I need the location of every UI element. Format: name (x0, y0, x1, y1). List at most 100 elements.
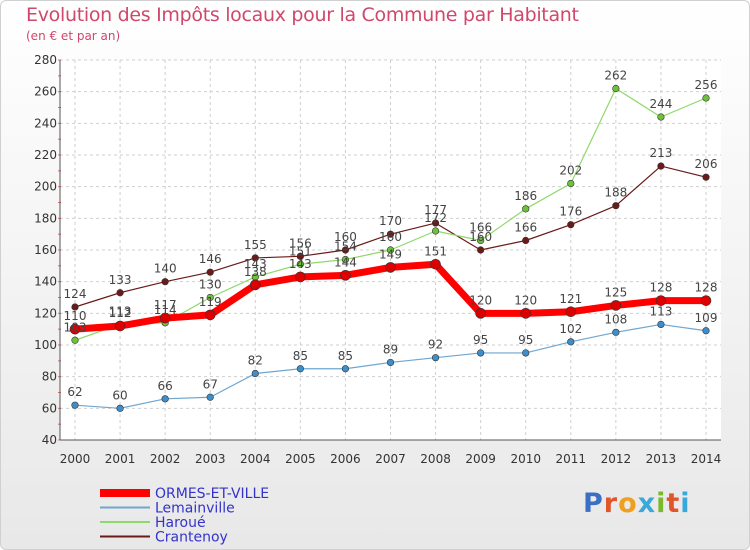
data-label: 62 (67, 385, 82, 399)
y-tick-label: 200 (34, 180, 57, 194)
data-point (341, 255, 350, 264)
x-tick-label: 2011 (556, 452, 587, 466)
data-label: 120 (514, 293, 537, 307)
data-label: 102 (559, 322, 582, 336)
x-tick-label: 2007 (375, 452, 406, 466)
data-point (431, 219, 440, 227)
data-label: 170 (379, 214, 402, 228)
logo-letter: i (680, 488, 691, 519)
data-point (700, 295, 712, 306)
data-label: 130 (199, 278, 222, 292)
data-point (251, 254, 259, 262)
data-point (610, 300, 622, 311)
data-label: 120 (469, 293, 492, 307)
legend-label: Lemainville (155, 501, 235, 517)
data-label: 186 (514, 189, 537, 203)
data-point (657, 113, 665, 121)
data-label: 154 (334, 240, 357, 254)
logo-letter: x (637, 488, 657, 519)
data-label: 85 (293, 349, 308, 363)
logo-letter: o (618, 488, 638, 519)
data-point (522, 205, 530, 213)
data-point (657, 320, 665, 329)
data-label: 89 (383, 342, 398, 356)
data-point (206, 293, 214, 302)
data-point (657, 162, 665, 170)
x-tick-label: 2010 (510, 452, 541, 466)
data-point (386, 246, 395, 254)
data-label: 114 (154, 303, 177, 317)
data-point (612, 328, 620, 336)
y-tick-label: 60 (42, 401, 57, 415)
data-point (296, 252, 304, 260)
data-point (341, 246, 350, 254)
y-tick-label: 240 (34, 116, 57, 130)
data-point (431, 227, 440, 235)
data-label: 188 (604, 186, 627, 200)
legend-label: Haroué (155, 515, 206, 531)
data-label: 160 (379, 230, 402, 244)
x-tick-label: 2000 (60, 452, 91, 466)
data-label: 146 (199, 252, 222, 266)
data-point (71, 303, 79, 311)
data-point (522, 349, 530, 357)
data-label: 119 (199, 295, 222, 309)
data-point (69, 323, 81, 335)
y-tick-label: 120 (34, 306, 57, 320)
logo-letter: t (666, 488, 681, 519)
y-tick-label: 100 (34, 338, 57, 352)
data-point (612, 84, 620, 93)
data-label: 256 (695, 78, 718, 92)
y-tick-label: 180 (34, 211, 57, 225)
data-point (567, 179, 575, 188)
x-tick-label: 2001 (105, 452, 136, 466)
data-point (340, 270, 351, 281)
data-label: 82 (248, 354, 263, 368)
data-point (386, 358, 395, 367)
data-point (161, 278, 169, 286)
data-point (71, 336, 79, 344)
data-label: 149 (379, 247, 402, 261)
data-point (567, 338, 575, 346)
data-point (71, 401, 79, 409)
data-label: 155 (244, 238, 267, 252)
data-label: 151 (424, 244, 447, 258)
chart-title: Evolution des Impôts locaux pour la Comm… (26, 4, 579, 26)
data-point (159, 312, 171, 324)
data-label: 85 (338, 349, 353, 363)
data-point (386, 230, 395, 238)
chart-subtitle: (en € et par an) (26, 29, 121, 43)
data-point (702, 94, 710, 102)
y-tick-label: 40 (42, 433, 57, 447)
legend-label: Crantenoy (155, 530, 228, 546)
data-point (206, 393, 214, 401)
data-point (341, 365, 350, 373)
data-label: 128 (649, 281, 672, 295)
x-tick-label: 2004 (240, 452, 271, 466)
data-label: 60 (112, 388, 127, 402)
data-label: 144 (334, 255, 357, 269)
y-tick-label: 280 (34, 53, 57, 67)
data-label: 262 (604, 69, 627, 83)
data-point (477, 236, 485, 245)
data-label: 117 (154, 298, 177, 312)
legend-label: ORMES-ET-VILLE (155, 486, 269, 502)
data-point (702, 173, 710, 181)
data-label: 160 (469, 230, 492, 244)
data-label: 202 (559, 164, 582, 178)
data-label: 125 (604, 285, 627, 299)
data-point (249, 279, 261, 291)
data-label: 128 (695, 281, 718, 295)
data-label: 166 (514, 221, 537, 235)
data-point (116, 404, 124, 412)
data-point (161, 395, 169, 403)
data-point (477, 349, 485, 357)
data-label: 95 (518, 333, 533, 347)
data-label: 110 (64, 309, 87, 323)
data-label: 172 (424, 211, 447, 225)
data-label: 108 (604, 312, 627, 326)
data-label: 112 (109, 306, 132, 320)
y-tick-label: 260 (34, 85, 57, 99)
data-label: 66 (158, 379, 173, 393)
y-tick-label: 220 (34, 148, 57, 162)
